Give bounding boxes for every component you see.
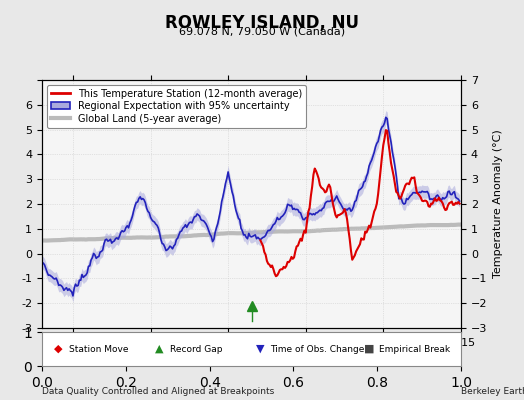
Text: ROWLEY ISLAND, NU: ROWLEY ISLAND, NU [165, 14, 359, 32]
Y-axis label: Temperature Anomaly (°C): Temperature Anomaly (°C) [493, 130, 503, 278]
Text: Empirical Break: Empirical Break [379, 344, 451, 354]
Text: Time of Obs. Change: Time of Obs. Change [270, 344, 365, 354]
Text: ▼: ▼ [256, 344, 264, 354]
Text: Data Quality Controlled and Aligned at Breakpoints: Data Quality Controlled and Aligned at B… [42, 387, 274, 396]
Legend: This Temperature Station (12-month average), Regional Expectation with 95% uncer: This Temperature Station (12-month avera… [47, 85, 306, 128]
Text: 69.078 N, 79.050 W (Canada): 69.078 N, 79.050 W (Canada) [179, 26, 345, 36]
Text: Station Move: Station Move [69, 344, 129, 354]
Text: ◆: ◆ [54, 344, 63, 354]
Text: Record Gap: Record Gap [170, 344, 222, 354]
Text: ▲: ▲ [155, 344, 163, 354]
Text: ■: ■ [364, 344, 374, 354]
Text: Berkeley Earth: Berkeley Earth [461, 387, 524, 396]
